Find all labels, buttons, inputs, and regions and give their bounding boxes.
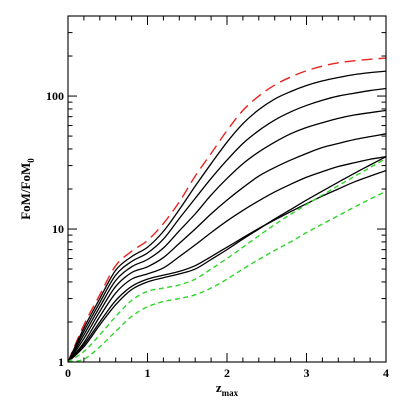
- x-tick-label-3: 3: [304, 366, 310, 380]
- series-line-5: [67, 133, 387, 363]
- y-tick-label-10: 10: [52, 222, 64, 236]
- series-line-8: [67, 156, 387, 363]
- x-tick-label-1: 1: [145, 366, 151, 380]
- series-line-7: [67, 169, 387, 363]
- y-axis-title: FoM/FoM0: [18, 158, 36, 220]
- x-tick-label-2: 2: [224, 366, 230, 380]
- y-tick-label-100: 100: [46, 89, 64, 103]
- x-tick-label-0: 0: [65, 366, 71, 380]
- series-line-10: [67, 190, 387, 363]
- y-tick-label-1: 1: [58, 355, 64, 369]
- series-layer: [67, 57, 387, 363]
- series-line-3: [67, 87, 387, 363]
- x-axis-title-main: z: [216, 380, 222, 395]
- x-axis-title: zmax: [216, 380, 239, 398]
- series-line-4: [67, 109, 387, 363]
- series-line-2: [67, 70, 387, 363]
- series-line-6: [67, 156, 387, 363]
- series-line-1: [67, 57, 387, 363]
- y-axis-title-sub: 0: [26, 158, 36, 163]
- y-axis-title-main: FoM/FoM: [18, 163, 33, 220]
- ticks-layer: [67, 15, 387, 363]
- x-axis-title-sub: max: [222, 388, 239, 398]
- x-tick-label-4: 4: [383, 366, 389, 380]
